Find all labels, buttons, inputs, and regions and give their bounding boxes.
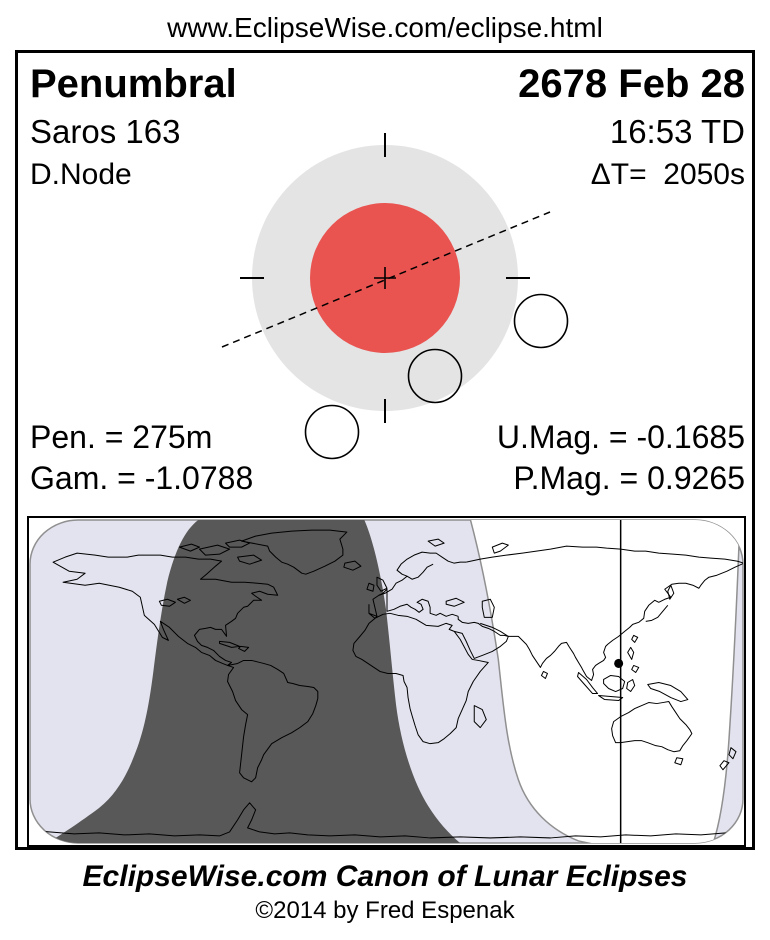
south-europe-coast xyxy=(372,588,459,617)
caspian-black-seas xyxy=(445,597,495,618)
greatest-eclipse-time-label: 16:53 TD xyxy=(609,113,745,150)
philippines-taiwan-srilanka xyxy=(540,634,640,679)
british-isles xyxy=(366,576,388,592)
visibility-map-frame xyxy=(27,516,746,847)
baltic-coast xyxy=(406,563,434,580)
greenland-coast xyxy=(241,529,348,575)
japan-sakhalin xyxy=(645,584,675,622)
visible-region-west-boundary xyxy=(469,520,593,843)
new-zealand xyxy=(719,747,737,771)
caribbean-islands xyxy=(219,640,250,652)
source-url-text: www.EclipseWise.com/eclipse.html xyxy=(167,12,603,43)
gamma-label: Gam. = -1.0788 xyxy=(30,460,254,496)
iceland xyxy=(343,560,362,571)
visible-region-east-boundary xyxy=(712,520,741,843)
arabia-coast xyxy=(454,622,509,659)
svalbard-novaya-zemlya xyxy=(427,538,509,554)
lunar-node-label: D.Node xyxy=(30,158,132,191)
eclipse-visibility-map xyxy=(29,519,744,844)
eclipse-info-panel xyxy=(15,50,755,850)
madagascar xyxy=(473,705,487,729)
africa-coast xyxy=(352,604,489,745)
eclipse-type-label: Penumbral xyxy=(30,62,237,106)
siberia-arctic-coast xyxy=(466,545,743,564)
delta-t-label: ΔT= 2050s xyxy=(590,158,745,191)
great-lakes xyxy=(158,596,191,607)
arctic-islands xyxy=(178,539,263,565)
copyright-caption: ©2014 by Fred Espenak xyxy=(255,897,515,924)
antarctica-coast xyxy=(30,802,743,839)
south-america-coast xyxy=(227,659,319,783)
map-visible-region xyxy=(470,520,740,843)
eclipse-date-label: 2678 Feb 28 xyxy=(518,62,745,106)
greatest-eclipse-zenith-dot xyxy=(614,658,624,668)
umbral-magnitude-label: U.Mag. = -0.1685 xyxy=(496,419,745,455)
north-europe-coast xyxy=(378,551,467,596)
north-america-coast xyxy=(52,552,279,666)
penumbral-magnitude-label: P.Mag. = 0.9265 xyxy=(513,460,745,496)
canon-caption: EclipseWise.com Canon of Lunar Eclipses xyxy=(82,860,688,893)
map-not-visible-region xyxy=(46,520,462,843)
australia-coast xyxy=(611,701,693,766)
saros-series-label: Saros 163 xyxy=(30,113,181,150)
asia-coast xyxy=(457,562,743,681)
penumbral-duration-label: Pen. = 275m xyxy=(30,419,213,455)
